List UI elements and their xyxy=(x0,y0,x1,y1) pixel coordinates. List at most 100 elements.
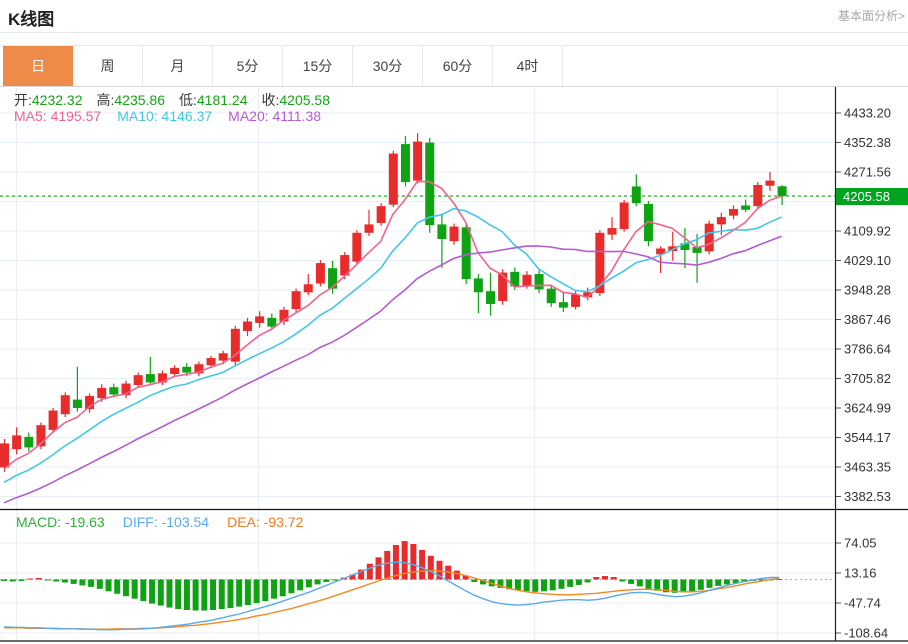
open-value: 4232.32 xyxy=(31,92,83,108)
macd-bar xyxy=(244,579,251,606)
candle-up xyxy=(388,153,398,205)
macd-bar xyxy=(697,579,704,590)
candle-up xyxy=(765,180,775,186)
candle-up xyxy=(218,353,228,361)
candle-up xyxy=(12,435,22,450)
candle-up xyxy=(97,387,107,399)
macd-bar xyxy=(471,579,478,582)
candle-up xyxy=(48,410,58,430)
candle-up xyxy=(206,357,216,366)
macd-bar xyxy=(122,579,129,597)
candle-up xyxy=(291,291,301,310)
candle-up xyxy=(170,367,180,375)
candle-down xyxy=(692,247,702,253)
candle-up xyxy=(157,373,167,383)
macd-bar xyxy=(610,577,617,580)
candle-down xyxy=(328,268,338,289)
macd-bar xyxy=(218,579,225,610)
tab-day[interactable]: 日 xyxy=(3,46,73,86)
macd-bar xyxy=(706,579,713,588)
macd-axis-label: 13.16 xyxy=(844,566,877,581)
tab-15min[interactable]: 15分 xyxy=(283,46,353,86)
candle-up xyxy=(656,248,666,255)
candle-down xyxy=(546,288,556,304)
macd-bar xyxy=(114,579,121,594)
candle-up xyxy=(571,294,581,307)
macd-bar xyxy=(96,579,103,589)
macd-bar xyxy=(575,579,582,585)
current-price-tag: 4205.58 xyxy=(836,187,908,205)
macd-bar xyxy=(192,579,199,611)
candle-up xyxy=(0,443,9,468)
candle-up xyxy=(255,316,265,323)
candle-down xyxy=(741,205,751,210)
macd-bar xyxy=(671,579,678,593)
candle-down xyxy=(437,224,447,240)
candle-down xyxy=(558,302,568,308)
candle-up xyxy=(619,202,629,230)
macd-bar xyxy=(436,560,443,580)
macd-bar xyxy=(593,577,600,580)
macd-bar xyxy=(532,579,539,592)
macd-bar xyxy=(375,557,382,580)
candle-down xyxy=(680,243,690,250)
macd-bar xyxy=(654,579,661,591)
candle-down xyxy=(400,144,410,183)
tab-60min[interactable]: 60分 xyxy=(423,46,493,86)
candle-up xyxy=(449,226,459,242)
candle-up xyxy=(716,217,726,225)
low-label: 低: xyxy=(179,92,197,108)
candle-down xyxy=(631,186,641,204)
macd-bar xyxy=(410,544,417,580)
open-label: 开: xyxy=(14,92,32,108)
candle-up xyxy=(729,209,738,216)
y-axis-label: 3948.28 xyxy=(844,283,891,298)
y-axis-label: 4352.38 xyxy=(844,135,891,150)
macd-bar xyxy=(131,579,138,599)
candle-up xyxy=(243,321,252,331)
candle-down xyxy=(534,274,544,290)
candle-up xyxy=(303,284,313,293)
ma5-line xyxy=(3,180,782,470)
tab-5min[interactable]: 5分 xyxy=(213,46,283,86)
candle-up xyxy=(413,141,423,181)
macd-bar xyxy=(175,579,182,610)
macd-bar xyxy=(662,579,669,593)
macd-bar xyxy=(236,579,243,607)
macd-bar xyxy=(497,579,504,588)
macd-bar xyxy=(44,579,51,581)
macd-bar xyxy=(1,579,7,581)
fundamental-analysis-link[interactable]: 基本面分析> xyxy=(837,9,905,23)
macd-bar xyxy=(271,579,278,599)
candle-up xyxy=(340,255,350,276)
tab-month[interactable]: 月 xyxy=(143,46,213,86)
high-label: 高: xyxy=(96,92,115,108)
macd-bar xyxy=(514,579,521,591)
macd-bar xyxy=(149,579,156,604)
candle-up xyxy=(194,364,204,374)
macd-bar xyxy=(305,579,312,588)
macd-axis-label: 74.05 xyxy=(844,536,877,551)
macd-axis-label: -47.74 xyxy=(844,596,881,611)
macd-bar xyxy=(645,579,652,589)
macd-bar xyxy=(453,570,460,580)
ma5-readout: MA5: 4195.57 xyxy=(14,108,102,124)
macd-bar xyxy=(541,579,548,592)
macd-bar xyxy=(358,569,365,580)
kline-chart-canvas: 4433.20 4352.38 4271.56 4109.92 4029.10 3948.… xyxy=(0,87,908,642)
tab-week[interactable]: 周 xyxy=(73,46,143,86)
candle-up xyxy=(230,328,240,362)
macd-bar xyxy=(758,579,765,581)
macd-readout: MACD: -19.63 DIFF: -103.54 DEA: -93.72 xyxy=(16,514,321,530)
candle-up xyxy=(279,309,289,322)
candle-down xyxy=(643,203,653,242)
tab-4hour[interactable]: 4时 xyxy=(493,46,563,86)
ma10-readout: MA10: 4146.37 xyxy=(117,108,213,124)
y-axis-label: 4433.20 xyxy=(844,106,891,121)
y-axis-label: 4271.56 xyxy=(844,165,891,180)
macd-bar xyxy=(166,579,173,608)
macd-bar xyxy=(314,579,321,585)
tab-30min[interactable]: 30分 xyxy=(353,46,423,86)
macd-bar xyxy=(741,579,748,582)
macd-bar xyxy=(79,579,86,586)
